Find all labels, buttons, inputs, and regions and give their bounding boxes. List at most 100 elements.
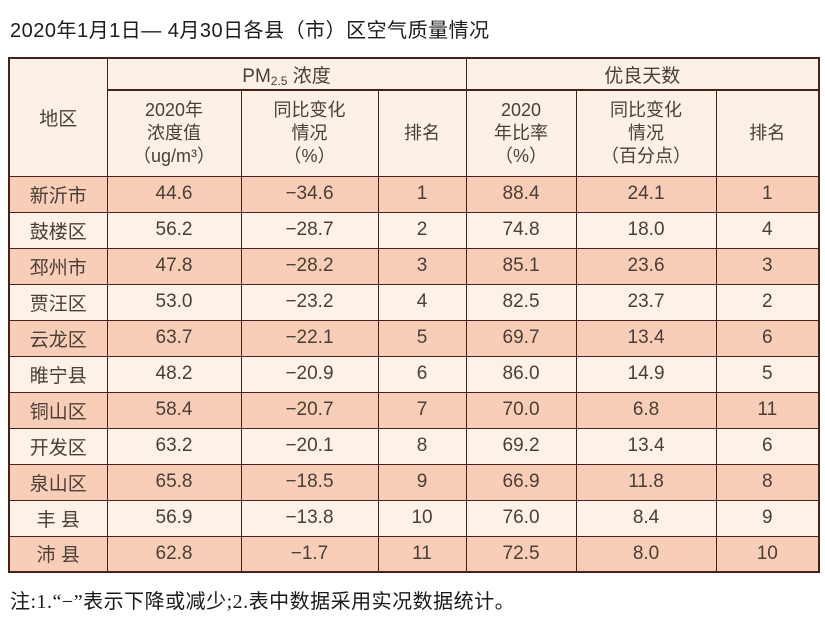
group-header-row: 地区 PM2.5 浓度 优良天数 [8,57,820,177]
value-cell: 24.1 [575,175,717,213]
value-cell: 8.4 [575,499,717,537]
col-header-pm25-rank: 排名 [377,89,467,177]
value-cell: 6 [377,355,467,393]
value-cell: 74.8 [465,211,577,249]
value-cell: 62.8 [106,535,242,573]
value-cell: 8 [715,463,820,501]
table-row: 贾汪区 53.0 −23.2 4 82.5 23.7 2 [8,283,820,321]
value-cell: 56.9 [106,499,242,537]
value-cell: 5 [377,319,467,357]
pm25-label-prefix: PM [242,65,271,87]
table-row: 泉山区 65.8 −18.5 9 66.9 11.8 8 [8,463,820,501]
value-cell: 53.0 [106,283,242,321]
region-cell: 邳州市 [8,247,108,285]
table-row: 丰 县 56.9 −13.8 10 76.0 8.4 9 [8,499,820,537]
col-header-good-days: 优良天数 [465,57,820,91]
value-cell: 63.2 [106,427,242,465]
value-cell: 10 [715,535,820,573]
region-cell: 泉山区 [8,463,108,501]
footnote: 注:1.“−”表示下降或减少;2.表中数据采用实况数据统计。 [10,591,516,613]
region-cell: 贾汪区 [8,283,108,321]
value-cell: 9 [715,499,820,537]
value-cell: 48.2 [106,355,242,393]
table-row: 开发区 63.2 −20.1 8 69.2 13.4 6 [8,427,820,465]
value-cell: 70.0 [465,391,577,429]
value-cell: 11.8 [575,463,717,501]
value-cell: 1 [377,175,467,213]
value-cell: 47.8 [106,247,242,285]
value-cell: −28.2 [240,247,379,285]
value-cell: 65.8 [106,463,242,501]
value-cell: 69.7 [465,319,577,357]
value-cell: 9 [377,463,467,501]
table-header: 地区 PM2.5 浓度 优良天数 2020年 浓度值 （ug/m³） 同比变化 … [8,57,820,177]
value-cell: −20.1 [240,427,379,465]
value-cell: 5 [715,355,820,393]
value-cell: 10 [377,499,467,537]
col-header-pm25: PM2.5 浓度 [106,57,467,91]
col-header-pm25-value: 2020年 浓度值 （ug/m³） [106,89,242,177]
page-title: 2020年1月1日— 4月30日各县（市）区空气质量情况 [10,20,490,42]
value-cell: 66.9 [465,463,577,501]
value-cell: 58.4 [106,391,242,429]
value-cell: 1 [715,175,820,213]
value-cell: −22.1 [240,319,379,357]
table-row: 云龙区 63.7 −22.1 5 69.7 13.4 6 [8,319,820,357]
value-cell: 11 [715,391,820,429]
value-cell: 63.7 [106,319,242,357]
region-cell: 新沂市 [8,175,108,213]
value-cell: 2 [377,211,467,249]
air-quality-table: 地区 PM2.5 浓度 优良天数 2020年 浓度值 （ug/m³） 同比变化 … [8,57,821,573]
col-header-gooddays-change: 同比变化 情况 （百分点） [575,89,717,177]
table-row: 鼓楼区 56.2 −28.7 2 74.8 18.0 4 [8,211,820,249]
value-cell: −13.8 [240,499,379,537]
value-cell: −23.2 [240,283,379,321]
value-cell: 4 [377,283,467,321]
table-row: 新沂市 44.6 −34.6 1 88.4 24.1 1 [8,175,820,213]
value-cell: 13.4 [575,319,717,357]
value-cell: 88.4 [465,175,577,213]
col-header-gooddays-rank: 排名 [715,89,820,177]
col-header-gooddays-rate: 2020 年比率 （%） [465,89,577,177]
sub-header-row: 2020年 浓度值 （ug/m³） 同比变化 情况 （%） 排名 2020 年比… [9,89,820,177]
value-cell: 72.5 [465,535,577,573]
table-row: 睢宁县 48.2 −20.9 6 86.0 14.9 5 [8,355,820,393]
col-header-region: 地区 [8,57,108,177]
region-cell: 铜山区 [8,391,108,429]
value-cell: −34.6 [240,175,379,213]
value-cell: 82.5 [465,283,577,321]
region-cell: 丰 县 [8,499,108,537]
table-row: 沛 县 62.8 −1.7 11 72.5 8.0 10 [8,535,820,573]
value-cell: 56.2 [106,211,242,249]
value-cell: −28.7 [240,211,379,249]
value-cell: 6 [715,319,820,357]
region-cell: 开发区 [8,427,108,465]
value-cell: 69.2 [465,427,577,465]
value-cell: 76.0 [465,499,577,537]
table-row: 邳州市 47.8 −28.2 3 85.1 23.6 3 [8,247,820,285]
value-cell: 86.0 [465,355,577,393]
value-cell: 8 [377,427,467,465]
region-cell: 鼓楼区 [8,211,108,249]
pm25-label-suffix: 浓度 [287,65,331,87]
value-cell: 14.9 [575,355,717,393]
table-row: 铜山区 58.4 −20.7 7 70.0 6.8 11 [8,391,820,429]
value-cell: 6 [715,427,820,465]
value-cell: −18.5 [240,463,379,501]
value-cell: 13.4 [575,427,717,465]
value-cell: 3 [715,247,820,285]
value-cell: 3 [377,247,467,285]
value-cell: 18.0 [575,211,717,249]
value-cell: 7 [377,391,467,429]
value-cell: −20.9 [240,355,379,393]
region-cell: 云龙区 [8,319,108,357]
table-body: 新沂市 44.6 −34.6 1 88.4 24.1 1 鼓楼区 56.2 −28.7 2 74.8 1… [8,175,820,573]
value-cell: 2 [715,283,820,321]
value-cell: 6.8 [575,391,717,429]
value-cell: 8.0 [575,535,717,573]
region-cell: 睢宁县 [8,355,108,393]
value-cell: 4 [715,211,820,249]
value-cell: −1.7 [240,535,379,573]
value-cell: 23.6 [575,247,717,285]
